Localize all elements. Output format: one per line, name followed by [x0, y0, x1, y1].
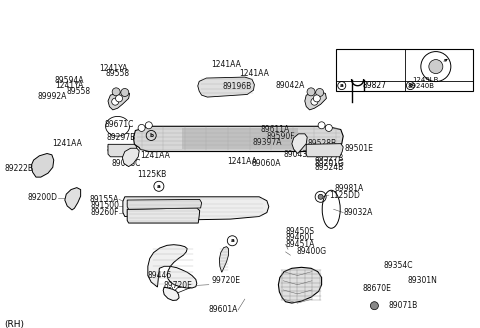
- Text: b: b: [149, 133, 153, 138]
- Text: 89525B: 89525B: [307, 144, 336, 153]
- Text: 89297B: 89297B: [107, 133, 136, 142]
- Text: 89981A: 89981A: [335, 184, 364, 193]
- Circle shape: [318, 122, 325, 129]
- Text: a: a: [230, 238, 234, 243]
- Text: 89611A: 89611A: [260, 125, 289, 134]
- Text: 89992A: 89992A: [38, 92, 67, 101]
- Text: 89420F: 89420F: [107, 145, 135, 154]
- Text: 89558: 89558: [106, 69, 130, 78]
- Text: 1241YA: 1241YA: [99, 64, 128, 73]
- Polygon shape: [31, 154, 54, 177]
- Text: 1241AA: 1241AA: [141, 151, 170, 160]
- Circle shape: [313, 95, 320, 102]
- Polygon shape: [182, 128, 298, 149]
- Text: 89060A: 89060A: [252, 159, 281, 168]
- Circle shape: [371, 302, 378, 310]
- Text: 89590F: 89590F: [266, 132, 295, 141]
- Text: 89720E: 89720E: [163, 281, 192, 290]
- Text: 1241YA: 1241YA: [56, 81, 84, 91]
- Text: 1241AA: 1241AA: [52, 139, 82, 148]
- Polygon shape: [219, 247, 228, 272]
- Text: 89196B: 89196B: [222, 82, 252, 92]
- Text: 89240B: 89240B: [407, 83, 434, 89]
- Polygon shape: [127, 208, 200, 223]
- Text: 89594A: 89594A: [55, 75, 84, 85]
- Circle shape: [138, 124, 145, 132]
- Polygon shape: [133, 126, 343, 152]
- Text: 1249LB: 1249LB: [412, 77, 438, 83]
- Circle shape: [116, 95, 122, 102]
- Polygon shape: [198, 77, 254, 97]
- Text: 89451A: 89451A: [285, 240, 314, 249]
- Text: 1241AA: 1241AA: [211, 60, 241, 69]
- Text: 88670E: 88670E: [363, 284, 392, 293]
- Text: 89527B: 89527B: [314, 154, 344, 163]
- Text: 89528B: 89528B: [307, 138, 336, 148]
- Text: 1241AA: 1241AA: [239, 69, 269, 78]
- Text: 89301N: 89301N: [408, 276, 438, 285]
- Polygon shape: [163, 287, 179, 300]
- Text: 89397A: 89397A: [253, 138, 282, 147]
- Text: 99720E: 99720E: [211, 276, 240, 285]
- Circle shape: [429, 60, 443, 73]
- Polygon shape: [278, 267, 322, 303]
- Text: 89446: 89446: [147, 271, 172, 280]
- Text: 891500: 891500: [90, 201, 119, 211]
- Text: b: b: [408, 83, 412, 88]
- Circle shape: [316, 89, 324, 96]
- Circle shape: [145, 122, 152, 129]
- Bar: [336, 49, 473, 91]
- Polygon shape: [122, 148, 139, 167]
- Polygon shape: [65, 188, 81, 210]
- Text: a: a: [157, 184, 161, 189]
- Text: 89501E: 89501E: [345, 144, 373, 153]
- Polygon shape: [148, 245, 197, 288]
- Polygon shape: [108, 144, 137, 157]
- Polygon shape: [306, 144, 343, 157]
- Circle shape: [121, 89, 129, 96]
- Text: 89524B: 89524B: [314, 163, 344, 173]
- Circle shape: [325, 124, 332, 132]
- Polygon shape: [127, 199, 202, 209]
- Text: 89201G: 89201G: [314, 158, 344, 168]
- Text: 89043: 89043: [283, 150, 308, 159]
- Polygon shape: [108, 91, 130, 110]
- Circle shape: [311, 98, 318, 105]
- Text: 89155A: 89155A: [90, 195, 119, 204]
- Text: 89671C: 89671C: [105, 120, 134, 129]
- Text: 89042A: 89042A: [276, 81, 305, 90]
- Text: 1125KB: 1125KB: [137, 170, 166, 179]
- Text: 89827: 89827: [363, 81, 387, 90]
- Circle shape: [112, 98, 119, 105]
- Text: 89400G: 89400G: [297, 247, 327, 256]
- Polygon shape: [123, 197, 269, 220]
- Text: 89260F: 89260F: [91, 208, 119, 217]
- Text: 89601A: 89601A: [208, 305, 238, 315]
- Text: 89450S: 89450S: [285, 227, 314, 236]
- Text: 89071B: 89071B: [389, 300, 418, 310]
- Polygon shape: [292, 134, 307, 154]
- Text: 1125DD: 1125DD: [329, 191, 360, 200]
- Circle shape: [307, 88, 315, 96]
- Circle shape: [112, 88, 120, 96]
- Text: 1241AA: 1241AA: [227, 157, 257, 166]
- Text: 89354C: 89354C: [384, 260, 413, 270]
- Polygon shape: [305, 91, 326, 110]
- Text: 89032A: 89032A: [343, 208, 372, 217]
- Text: 89038C: 89038C: [112, 158, 141, 168]
- Text: a: a: [340, 83, 344, 88]
- Text: 89222B: 89222B: [5, 164, 34, 174]
- Text: (RH): (RH): [4, 320, 24, 328]
- Text: 89200D: 89200D: [27, 193, 58, 202]
- Circle shape: [318, 194, 323, 199]
- Text: 89460L: 89460L: [285, 233, 313, 242]
- Text: 89558: 89558: [66, 87, 90, 96]
